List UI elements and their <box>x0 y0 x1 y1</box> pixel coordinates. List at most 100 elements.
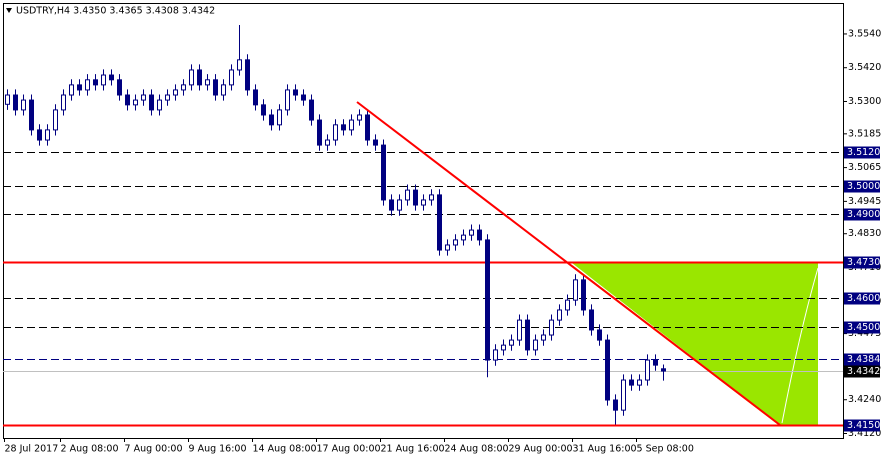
level-label: 3.4342 <box>847 366 880 377</box>
candle-body <box>517 319 522 341</box>
x-tick-label: 14 Aug 08:00 <box>253 444 317 455</box>
candle-body <box>493 349 498 361</box>
level-label: 3.5120 <box>847 147 880 158</box>
candle-body <box>205 79 210 86</box>
candle-body <box>397 199 402 211</box>
candle-body <box>469 229 474 236</box>
level-label: 3.4730 <box>847 257 880 268</box>
candle-body <box>77 84 82 91</box>
y-tick-label: 3.4830 <box>848 228 881 239</box>
candle-body <box>509 339 514 346</box>
level-label-box <box>844 292 880 305</box>
candle-body <box>173 89 178 96</box>
candle-body <box>5 94 10 105</box>
level-label-box <box>844 256 880 269</box>
candle-body <box>453 239 458 246</box>
candle-body <box>349 119 354 131</box>
candle-body <box>373 139 378 146</box>
x-tick-label: 5 Sep 08:00 <box>637 444 694 455</box>
candle-body <box>245 59 250 91</box>
levels <box>3 152 843 427</box>
candle-body <box>293 89 298 96</box>
candle-body <box>653 359 658 366</box>
level-label: 3.5000 <box>847 181 880 192</box>
level-label: 3.4900 <box>847 209 880 220</box>
candle-body <box>13 94 18 111</box>
candle-body <box>597 329 602 341</box>
candle-body <box>261 104 266 116</box>
chart-title: USDTRY,H4 3.4350 3.4365 3.4308 3.4342 <box>16 6 215 17</box>
x-tick-label: 29 Aug 00:00 <box>509 444 573 455</box>
candle-body <box>477 229 482 241</box>
candle-body <box>645 359 650 381</box>
candle-body <box>637 379 642 386</box>
level-label: 3.4500 <box>847 322 880 333</box>
candle-body <box>429 194 434 201</box>
candle-body <box>221 84 226 96</box>
candle-body <box>333 124 338 141</box>
y-tick-label: 3.5540 <box>848 28 881 39</box>
candle-body <box>549 319 554 336</box>
candle-body <box>437 194 442 251</box>
candle-body <box>133 99 138 106</box>
candle-body <box>93 79 98 86</box>
menu-arrow[interactable] <box>6 8 12 13</box>
x-tick-label: 7 Aug 00:00 <box>125 444 183 455</box>
level-label: 3.4600 <box>847 293 880 304</box>
axis: 3.5540 3.5420 3.5300 3.5185 3.5065 3.4945 3.48… <box>4 28 881 455</box>
candle-body <box>573 279 578 301</box>
candle-body <box>157 99 162 111</box>
x-tick-label: 24 Aug 08:00 <box>445 444 509 455</box>
candle-body <box>141 94 146 101</box>
candle-body <box>213 79 218 96</box>
candle-body <box>165 94 170 101</box>
candle-body <box>629 379 634 386</box>
candle-body <box>21 99 26 111</box>
candle-body <box>389 199 394 211</box>
x-tick-label: 28 Jul 2017 <box>5 444 59 455</box>
x-tick-label: 9 Aug 16:00 <box>189 444 247 455</box>
candle-body <box>45 129 50 141</box>
candle-body <box>309 99 314 121</box>
candle-body <box>421 199 426 206</box>
candle-body <box>381 144 386 201</box>
candle-body <box>229 69 234 86</box>
candle-body <box>485 239 490 361</box>
candle-body <box>237 59 242 71</box>
y-tick-label: 3.4240 <box>848 394 881 405</box>
candle-body <box>69 84 74 96</box>
candle-body <box>413 189 418 206</box>
candle-body <box>37 129 42 141</box>
candle-body <box>461 234 466 241</box>
candle-body <box>61 94 66 111</box>
candles <box>5 24 666 425</box>
candle-body <box>533 339 538 351</box>
candle-body <box>541 334 546 341</box>
zone-curve <box>781 267 819 424</box>
level-label-box <box>844 419 880 432</box>
candle-body <box>341 124 346 131</box>
y-tick-label: 3.4945 <box>848 196 881 207</box>
level-label-box <box>844 180 880 193</box>
candle-body <box>445 244 450 251</box>
candle-body <box>405 189 410 201</box>
y-tick-label: 3.5185 <box>848 128 881 139</box>
candle-body <box>181 84 186 91</box>
x-tick-label: 31 Aug 16:00 <box>573 444 637 455</box>
candle-body <box>565 299 570 311</box>
candle-body <box>501 344 506 351</box>
level-label-box <box>844 353 880 366</box>
candle-body <box>317 119 322 146</box>
level-label-box <box>844 208 880 221</box>
candle-body <box>525 319 530 351</box>
level-label: 3.4150 <box>847 420 880 431</box>
level-label-box <box>844 321 880 334</box>
candle-body <box>613 399 618 411</box>
candle-body <box>85 79 90 91</box>
candle-body <box>589 309 594 331</box>
candle-body <box>117 79 122 96</box>
y-tick-label: 3.5300 <box>848 96 881 107</box>
candle-body <box>285 89 290 111</box>
candle-body <box>605 339 610 401</box>
